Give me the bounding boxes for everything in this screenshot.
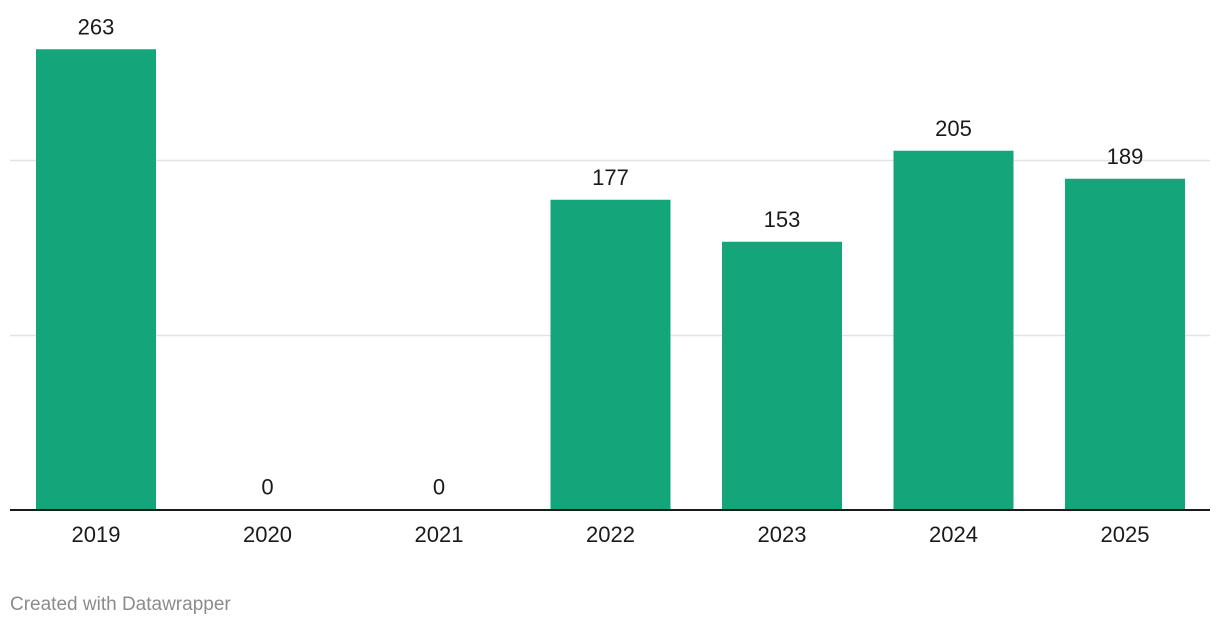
- data-label-2019: 263: [78, 14, 115, 39]
- bar-2024[interactable]: [893, 150, 1014, 510]
- x-tick-label-2020: 2020: [243, 522, 292, 547]
- x-tick-label-2019: 2019: [72, 522, 121, 547]
- bar-2023[interactable]: [722, 241, 842, 510]
- data-label-2022: 177: [592, 165, 629, 190]
- x-tick-label-2024: 2024: [929, 522, 978, 547]
- data-label-2021: 0: [433, 475, 445, 500]
- data-label-2024: 205: [935, 116, 972, 141]
- bar-2022[interactable]: [550, 199, 671, 510]
- x-tick-label-2022: 2022: [586, 522, 635, 547]
- x-axis: 2019 2020 2021 2022 2023 2024 2025: [10, 509, 1210, 547]
- bar-2025[interactable]: [1065, 178, 1185, 510]
- data-label-2023: 153: [764, 207, 801, 232]
- x-tick-label-2025: 2025: [1101, 522, 1150, 547]
- footer-credit[interactable]: Created with Datawrapper: [10, 594, 231, 615]
- data-label-2020: 0: [261, 475, 273, 500]
- data-label-2025: 189: [1107, 144, 1144, 169]
- x-tick-label-2023: 2023: [758, 522, 807, 547]
- bars: [36, 49, 1185, 510]
- data-labels: 263 0 0 177 153 205 189: [78, 14, 1144, 499]
- x-tick-label-2021: 2021: [415, 522, 464, 547]
- bar-2019[interactable]: [36, 49, 156, 510]
